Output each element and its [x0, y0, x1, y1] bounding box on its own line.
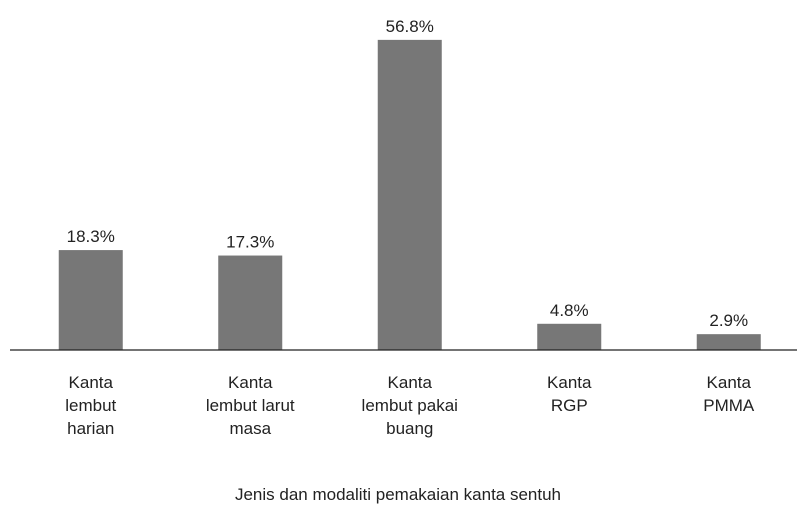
x-tick-label: RGP — [551, 396, 588, 415]
bar — [377, 39, 442, 350]
data-label: 17.3% — [226, 233, 274, 252]
x-axis-label: Jenis dan modaliti pemakaian kanta sentu… — [235, 485, 561, 504]
x-tick-label: Kanta — [228, 373, 273, 392]
x-tick-label: buang — [386, 419, 433, 438]
bar — [218, 255, 283, 350]
x-tick-label: PMMA — [703, 396, 755, 415]
data-label: 2.9% — [709, 311, 748, 330]
bar — [58, 250, 123, 350]
x-tick-label: Kanta — [707, 373, 752, 392]
x-tick-label: lembut larut — [206, 396, 295, 415]
x-tick-label: Kanta — [547, 373, 592, 392]
data-label: 56.8% — [386, 17, 434, 36]
x-tick-label: lembut — [65, 396, 116, 415]
data-label: 4.8% — [550, 301, 589, 320]
x-tick-label: masa — [229, 419, 271, 438]
x-tick-label: Kanta — [69, 373, 114, 392]
x-tick-label: lembut pakai — [362, 396, 458, 415]
x-tick-label: Kanta — [388, 373, 433, 392]
data-label: 18.3% — [67, 227, 115, 246]
x-tick-label: harian — [67, 419, 114, 438]
bar — [696, 334, 761, 350]
bar — [537, 323, 602, 350]
